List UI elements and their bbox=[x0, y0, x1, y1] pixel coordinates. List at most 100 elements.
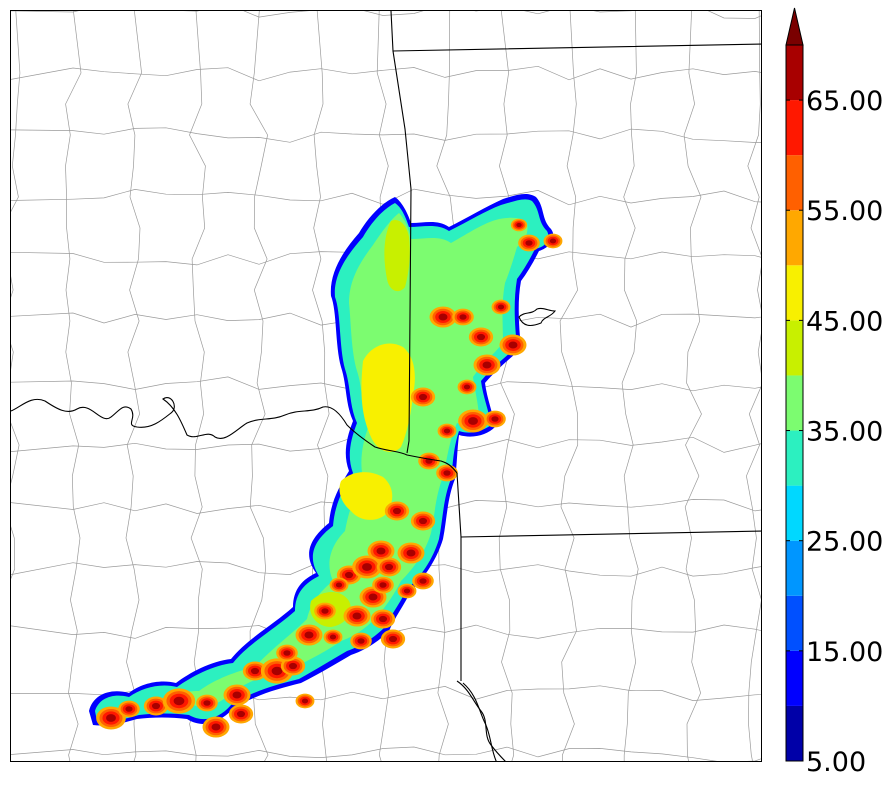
storm-cell bbox=[458, 409, 488, 433]
storm-cell bbox=[162, 688, 196, 714]
colorbar-label-45: 45.00 bbox=[806, 306, 883, 337]
storm-cell bbox=[96, 706, 126, 730]
storm-cell bbox=[276, 644, 298, 662]
storm-cell bbox=[376, 557, 402, 577]
colorbar-band bbox=[786, 595, 803, 651]
colorbar-band bbox=[786, 430, 803, 486]
colorbar-label-35: 35.00 bbox=[806, 417, 883, 448]
colorbar-extend-arrow bbox=[785, 7, 804, 46]
county-line bbox=[11, 188, 761, 206]
storm-cell bbox=[436, 464, 458, 482]
river-boundary-west bbox=[11, 397, 458, 474]
storm-cell bbox=[397, 542, 425, 564]
colorbar-band bbox=[786, 45, 803, 101]
echo-core-yellow bbox=[361, 343, 415, 452]
colorbar-band bbox=[786, 375, 803, 431]
storm-cell bbox=[295, 624, 323, 646]
county-line bbox=[11, 11, 761, 19]
storm-cell bbox=[412, 572, 434, 590]
state-boundaries bbox=[11, 11, 761, 761]
state-line-north bbox=[390, 11, 761, 52]
colorbar-band bbox=[786, 705, 803, 761]
colorbar-band bbox=[786, 485, 803, 541]
colorbar-labels: 65.00 55.00 45.00 35.00 25.00 15.00 5.00 bbox=[806, 86, 883, 778]
echo-north-lime bbox=[384, 219, 410, 292]
storm-cell bbox=[143, 696, 169, 716]
county-line bbox=[11, 624, 761, 639]
storm-cell bbox=[518, 234, 540, 252]
storm-cell bbox=[295, 693, 315, 709]
storm-cells bbox=[96, 218, 563, 738]
county-line bbox=[559, 11, 579, 761]
county-boundaries bbox=[11, 11, 761, 761]
storm-cell bbox=[329, 577, 349, 593]
storm-cell bbox=[223, 684, 251, 706]
county-line bbox=[683, 11, 702, 761]
colorbar-ticks bbox=[786, 99, 803, 762]
county-line bbox=[11, 11, 21, 580]
storm-cell bbox=[499, 334, 527, 356]
county-line bbox=[65, 11, 82, 761]
reflectivity-field bbox=[89, 193, 563, 738]
colorbar-bands bbox=[785, 7, 804, 762]
lake-outline bbox=[518, 307, 557, 327]
state-line-east bbox=[460, 530, 761, 538]
colorbar-label-55: 55.00 bbox=[806, 196, 883, 227]
storm-cell bbox=[314, 602, 336, 620]
storm-cell bbox=[242, 661, 268, 681]
county-line bbox=[746, 11, 761, 761]
storm-cell bbox=[202, 716, 230, 738]
storm-cell bbox=[429, 306, 457, 328]
county-line bbox=[11, 746, 761, 761]
storm-cell bbox=[397, 583, 417, 599]
colorbar: 65.00 55.00 45.00 35.00 25.00 15.00 5.00 bbox=[785, 7, 883, 778]
county-line bbox=[498, 11, 516, 761]
storm-cell bbox=[350, 632, 372, 650]
county-line bbox=[621, 11, 639, 761]
colorbar-band bbox=[786, 650, 803, 706]
radar-map[interactable] bbox=[10, 10, 762, 762]
colorbar-label-25: 25.00 bbox=[806, 527, 883, 558]
echo-core-yellow-south bbox=[339, 472, 393, 520]
county-line bbox=[311, 11, 330, 761]
colorbar-band bbox=[786, 265, 803, 321]
colorbar-label-15: 15.00 bbox=[806, 637, 883, 668]
storm-cell bbox=[367, 540, 395, 562]
colorbar-band bbox=[786, 320, 803, 376]
storm-cell bbox=[196, 694, 218, 712]
colorbar-band bbox=[786, 155, 803, 211]
storm-cell bbox=[228, 704, 254, 724]
storm-cell bbox=[384, 501, 410, 521]
storm-cell bbox=[418, 452, 440, 470]
colorbar-label-5: 5.00 bbox=[806, 747, 866, 778]
colorbar-band bbox=[786, 210, 803, 266]
county-line bbox=[11, 127, 761, 143]
storm-cell bbox=[510, 218, 528, 232]
storm-cell bbox=[352, 555, 382, 579]
storm-cell bbox=[370, 609, 396, 629]
storm-cell bbox=[437, 423, 457, 439]
colorbar-label-65: 65.00 bbox=[806, 86, 883, 117]
storm-cell bbox=[380, 629, 406, 649]
county-line bbox=[125, 11, 142, 761]
river-south-2 bbox=[462, 682, 497, 761]
storm-cell bbox=[343, 605, 371, 627]
storm-cell bbox=[473, 354, 501, 376]
map-canvas bbox=[11, 11, 761, 761]
storm-cell bbox=[372, 576, 394, 594]
storm-cell bbox=[468, 327, 494, 347]
state-line-central bbox=[392, 50, 412, 454]
colorbar-band bbox=[786, 100, 803, 156]
colorbar-frame bbox=[785, 44, 804, 762]
storm-cell bbox=[410, 387, 436, 407]
storm-cell bbox=[491, 299, 511, 315]
storm-cell bbox=[543, 233, 563, 249]
echo-body-mid bbox=[151, 213, 528, 707]
storm-cell bbox=[484, 410, 506, 428]
storm-cell bbox=[457, 379, 477, 395]
storm-cell bbox=[118, 700, 140, 718]
storm-cell bbox=[323, 629, 343, 645]
colorbar-band bbox=[786, 540, 803, 596]
county-line bbox=[11, 65, 761, 82]
storm-cell bbox=[452, 308, 474, 326]
